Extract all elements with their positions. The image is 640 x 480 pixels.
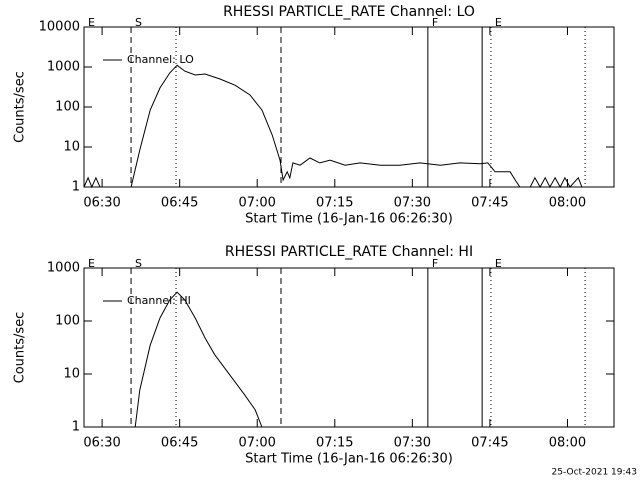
- x-tick-label: 07:15: [316, 196, 353, 211]
- y-tick-label: 1000: [47, 261, 80, 276]
- x-tick-label: 07:45: [471, 196, 508, 211]
- y-tick-label: 100: [55, 314, 80, 329]
- x-axis-label: Start Time (16-Jan-16 06:26:30): [245, 212, 453, 227]
- x-tick-label: 07:00: [238, 436, 275, 451]
- marker-label: F: [432, 257, 438, 270]
- y-axis-label: Counts/sec: [13, 71, 28, 143]
- x-tick-label: 07:00: [238, 196, 275, 211]
- marker-label: S: [135, 257, 142, 270]
- y-tick-label: 10: [63, 367, 80, 382]
- x-tick-label: 07:30: [394, 196, 431, 211]
- x-tick-label: 07:15: [316, 436, 353, 451]
- footer: 25-Oct-2021 19:43: [552, 468, 637, 478]
- x-tick-label: 08:00: [549, 436, 586, 451]
- x-axis-label: Start Time (16-Jan-16 06:26:30): [245, 452, 453, 467]
- y-axis-label: Counts/sec: [13, 312, 28, 384]
- y-tick-label: 10000: [39, 20, 80, 35]
- x-tick-label: 06:30: [83, 436, 120, 451]
- marker-label: E: [495, 16, 502, 29]
- marker-label: E: [88, 257, 95, 270]
- x-tick-label: 08:00: [549, 196, 586, 211]
- y-tick-label: 1: [72, 180, 80, 195]
- chart-title: RHESSI PARTICLE_RATE Channel: HI: [225, 244, 473, 260]
- x-tick-label: 06:30: [83, 196, 120, 211]
- y-tick-label: 1: [72, 420, 80, 435]
- data-line: [83, 64, 614, 189]
- x-tick-label: 07:45: [471, 436, 508, 451]
- y-tick-label: 10: [63, 140, 80, 155]
- y-tick-label: 1000: [47, 60, 80, 75]
- x-tick-label: 06:45: [161, 196, 198, 211]
- x-tick-label: 07:30: [394, 436, 431, 451]
- legend-label: Channel: HI: [127, 294, 191, 307]
- chart-title: RHESSI PARTICLE_RATE Channel: LO: [223, 4, 475, 20]
- marker-label: E: [495, 257, 502, 270]
- marker-label: S: [135, 16, 142, 29]
- y-tick-label: 100: [55, 100, 80, 115]
- x-tick-label: 06:45: [161, 436, 198, 451]
- data-line: [134, 291, 263, 428]
- marker-label: F: [432, 16, 438, 29]
- legend-label: Channel: LO: [127, 53, 194, 66]
- marker-label: E: [88, 16, 95, 29]
- plot-frame: [83, 267, 615, 428]
